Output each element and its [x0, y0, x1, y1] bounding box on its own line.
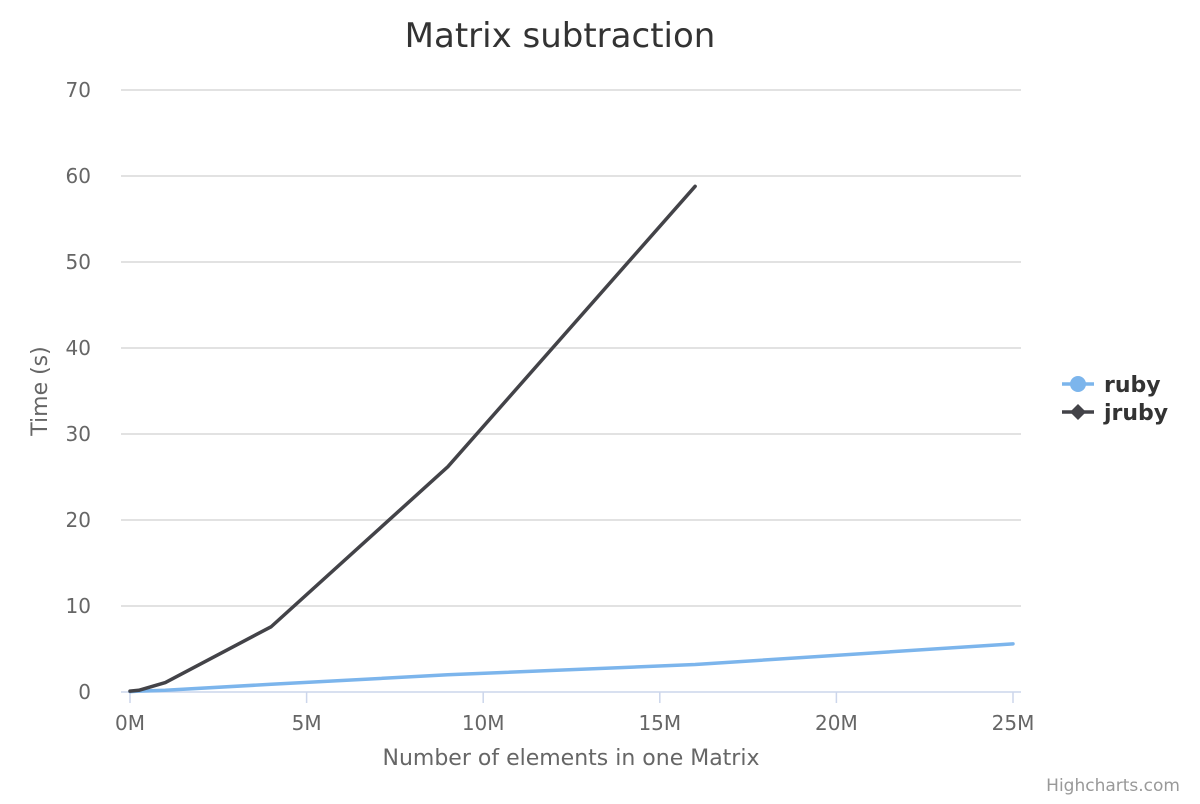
x-tick-label: 25M	[992, 711, 1035, 735]
x-tick-label: 10M	[462, 711, 505, 735]
x-axis: 0M 5M 10M 15M 20M 25M	[115, 691, 1035, 735]
y-tick-label: 10	[66, 594, 91, 618]
y-tick-label: 50	[66, 250, 91, 274]
y-tick-label: 70	[66, 78, 91, 102]
y-tick-label: 40	[66, 336, 91, 360]
series-lines	[128, 184, 1015, 694]
y-tick-label: 60	[66, 164, 91, 188]
x-tick-label: 5M	[292, 711, 322, 735]
chart-title: Matrix subtraction	[405, 16, 716, 56]
series-line-jruby[interactable]	[128, 184, 697, 693]
x-tick-label: 0M	[115, 711, 145, 735]
grid-lines	[121, 89, 1021, 607]
x-tick-label: 20M	[815, 711, 858, 735]
y-tick-label: 30	[66, 422, 91, 446]
legend-label: ruby	[1104, 373, 1161, 398]
y-tick-label: 20	[66, 508, 91, 532]
legend-label: jruby	[1103, 401, 1168, 426]
y-axis: 0 10 20 30 40 50 60 70	[66, 78, 91, 704]
legend-item-jruby[interactable]: jruby	[1062, 401, 1168, 426]
series-line-ruby[interactable]	[128, 642, 1015, 694]
legend-circle-marker	[1070, 376, 1086, 392]
x-tick-label: 15M	[638, 711, 681, 735]
legend-item-ruby[interactable]: ruby	[1062, 373, 1161, 398]
y-axis-title: Time (s)	[28, 346, 53, 436]
x-axis-title: Number of elements in one Matrix	[383, 746, 760, 771]
legend-diamond-marker	[1070, 404, 1086, 420]
legend[interactable]: ruby jruby	[1062, 373, 1168, 426]
y-tick-label: 0	[78, 680, 91, 704]
credits-link[interactable]: Highcharts.com	[1046, 776, 1180, 796]
